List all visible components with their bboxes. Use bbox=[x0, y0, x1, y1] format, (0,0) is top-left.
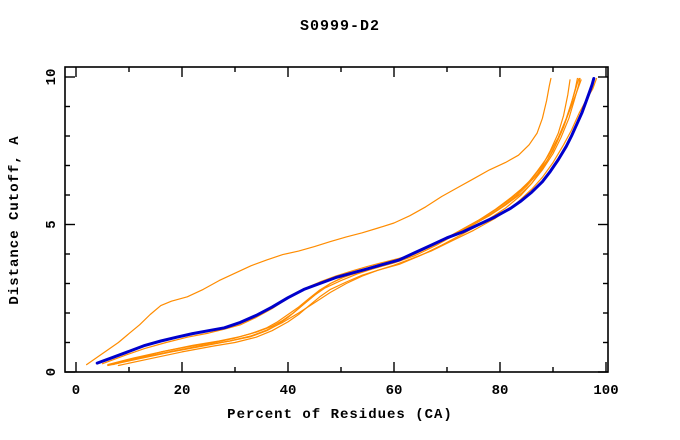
plot-series bbox=[85, 77, 598, 367]
curve-orange-model-3 bbox=[112, 77, 579, 366]
curve-orange-model-5 bbox=[117, 79, 582, 367]
svg-text:80: 80 bbox=[492, 383, 509, 399]
chart-title: S0999-D2 bbox=[300, 18, 380, 35]
svg-text:20: 20 bbox=[174, 383, 191, 399]
svg-text:0: 0 bbox=[44, 368, 60, 376]
axis-tick-labels: 0 20 40 60 80 100 0 5 10 bbox=[44, 69, 619, 399]
svg-text:10: 10 bbox=[44, 69, 60, 86]
y-axis-label: Distance Cutoff, A bbox=[7, 135, 23, 304]
svg-text:40: 40 bbox=[280, 383, 297, 399]
curve-orange-model-1-outlier bbox=[85, 77, 552, 366]
curve-orange-model-4 bbox=[101, 77, 581, 365]
curve-orange-model-6 bbox=[107, 77, 580, 366]
axis-ticks bbox=[65, 67, 608, 373]
svg-text:60: 60 bbox=[386, 383, 403, 399]
curve-blue-model-highlight bbox=[95, 77, 596, 365]
svg-text:0: 0 bbox=[72, 383, 80, 399]
svg-text:100: 100 bbox=[593, 383, 618, 399]
x-axis-label: Percent of Residues (CA) bbox=[227, 407, 453, 423]
svg-text:5: 5 bbox=[44, 220, 60, 228]
plot-frame bbox=[64, 66, 609, 373]
curve-orange-model-7 bbox=[107, 77, 598, 367]
curve-orange-model-2 bbox=[109, 79, 571, 366]
